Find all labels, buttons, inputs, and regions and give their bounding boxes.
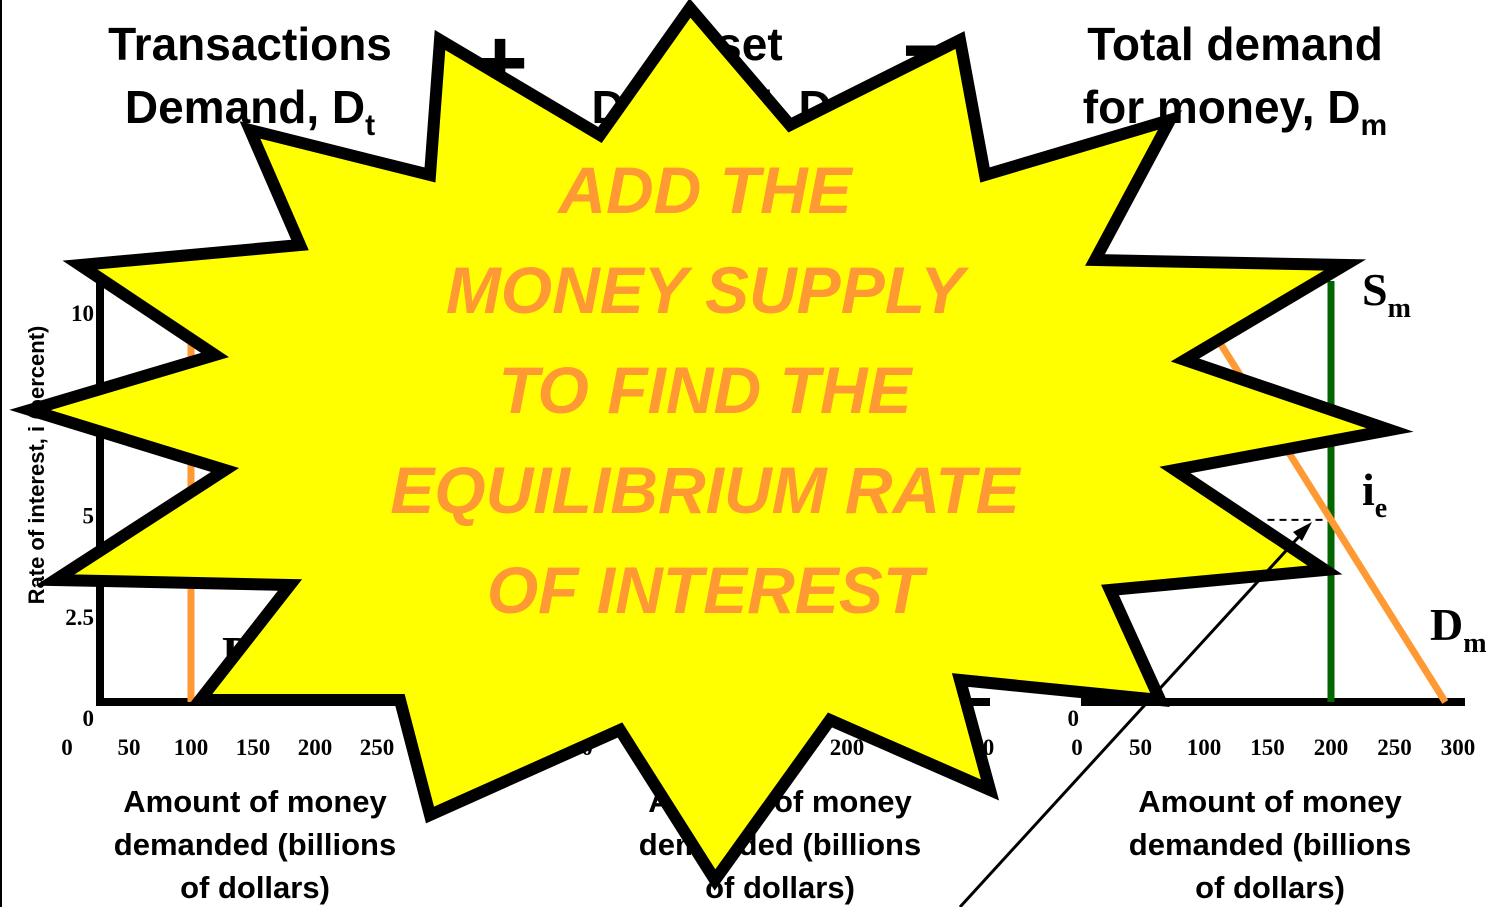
chart-title: Transactions [108,18,392,70]
x-tick-label: 200 [298,735,333,760]
equilibrium-label-sub: e [1375,493,1387,524]
series-label-main: D [1430,599,1463,650]
x-axis-label: Amount of money [1138,784,1402,819]
callout-line: MONEY SUPPLY [446,253,969,327]
x-tick-label: 0 [61,735,73,760]
series-label: Sm [1362,264,1411,324]
x-axis-label: demanded (billions [1129,827,1411,862]
callout-line: TO FIND THE [498,353,913,427]
x-tick-label: 100 [174,735,209,760]
x-axis-label: of dollars) [180,870,330,905]
y-tick-label: 10 [71,301,94,326]
x-tick-label: 0 [1071,735,1083,760]
chart-title: Total demand [1087,18,1383,70]
equilibrium-label: ie [1362,464,1387,524]
x-tick-label: 250 [1377,735,1412,760]
equilibrium-label-main: i [1362,464,1375,515]
callout-line: OF INTEREST [487,553,928,627]
chart-title-sub: m [1361,109,1388,142]
x-tick-label: 150 [1250,735,1285,760]
y-tick-label: 0 [1068,706,1080,731]
chart-title-sub: t [365,109,375,142]
callout-line: ADD THE [556,153,853,227]
series-label-sub: m [1463,628,1486,659]
x-axis-label: demanded (billions [114,827,396,862]
x-axis-label: of dollars) [1195,870,1345,905]
x-tick-label: 50 [1129,735,1152,760]
series-label-sub: m [1388,293,1411,324]
y-tick-label: 2.5 [65,605,94,630]
callout-line: EQUILIBRIUM RATE [390,453,1021,527]
chart-title-main: for money, D [1083,81,1361,133]
series-label-main: S [1362,264,1388,315]
x-tick-label: 250 [360,735,395,760]
y-tick-label: 0 [83,706,95,731]
x-axis-label: of dollars) [705,870,855,905]
x-tick-label: 150 [236,735,271,760]
y-axis-label: Rate of interest, i (percent) [24,326,49,605]
x-axis-label: Amount of money [123,784,387,819]
x-tick-label: 200 [1314,735,1349,760]
x-tick-label: 50 [118,735,141,760]
y-tick-label: 5 [83,504,95,529]
slide: TransactionsDemand, Dt05010015020025002.… [0,0,1498,907]
series-label: Dm [1430,599,1487,659]
x-tick-label: 100 [1187,735,1222,760]
x-tick-label: 300 [1441,735,1476,760]
